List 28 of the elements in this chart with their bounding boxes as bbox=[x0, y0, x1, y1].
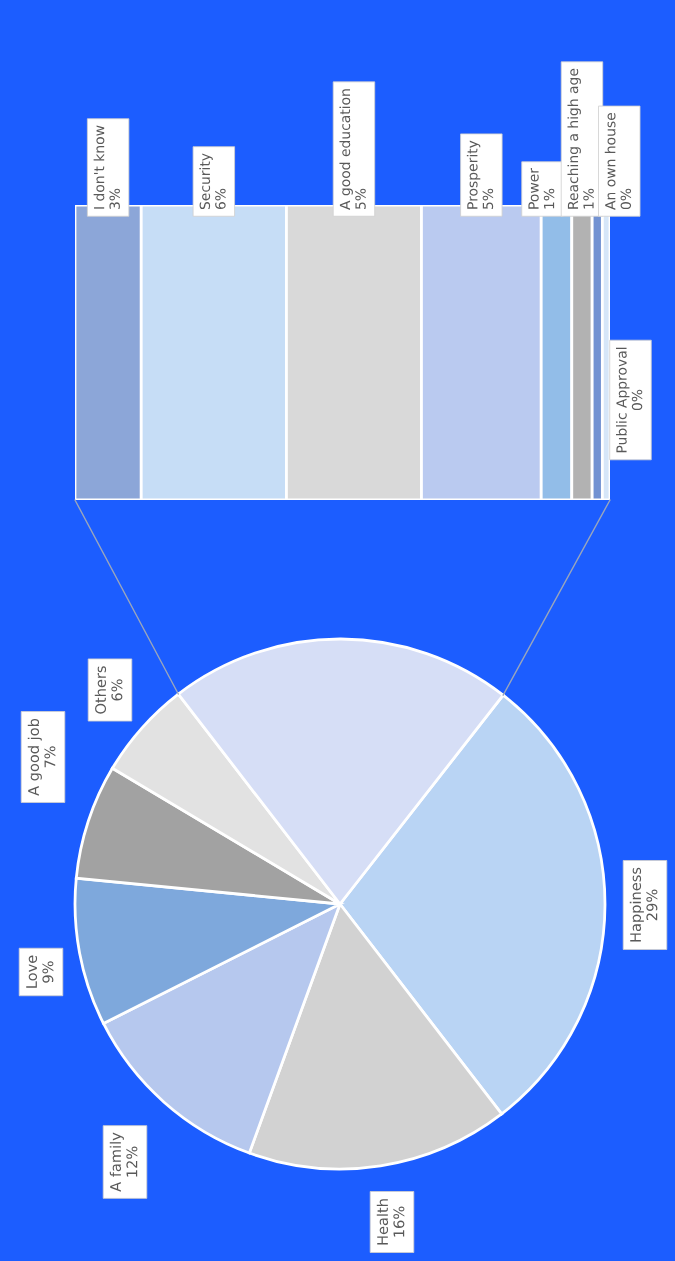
text: Security bbox=[199, 153, 213, 210]
data-label: 5% bbox=[482, 188, 494, 209]
slice-label: Happiness bbox=[629, 867, 644, 942]
data-label: 16% bbox=[393, 1206, 405, 1237]
data-label: 1% bbox=[583, 188, 594, 209]
data-label: 7% bbox=[44, 746, 56, 768]
data-label: 3% bbox=[109, 188, 120, 209]
data-label: 12% bbox=[126, 1146, 138, 1177]
data-label: 29% bbox=[646, 889, 658, 921]
slice-label: Health bbox=[376, 1199, 389, 1245]
data-label: 9% bbox=[42, 961, 54, 983]
text: Public Approval bbox=[616, 347, 630, 453]
data-label: 6% bbox=[111, 679, 123, 701]
slice-label: A good job bbox=[27, 718, 42, 796]
slice-label: Others bbox=[94, 666, 107, 714]
data-label: 5% bbox=[355, 188, 366, 209]
text: A good education bbox=[339, 89, 353, 210]
text: Reaching a high age bbox=[567, 68, 581, 209]
text: Prosperity bbox=[466, 140, 481, 209]
data-label: 1% bbox=[543, 188, 555, 209]
text: I don't know bbox=[93, 125, 105, 209]
slice-label: A family bbox=[109, 1132, 124, 1192]
text: An own house bbox=[604, 113, 616, 210]
text: Power bbox=[528, 168, 539, 209]
slice-label: Love bbox=[26, 955, 38, 988]
data-label: 0% bbox=[620, 188, 632, 210]
data-label: 6% bbox=[215, 188, 226, 210]
data-label: 0% bbox=[631, 389, 643, 411]
